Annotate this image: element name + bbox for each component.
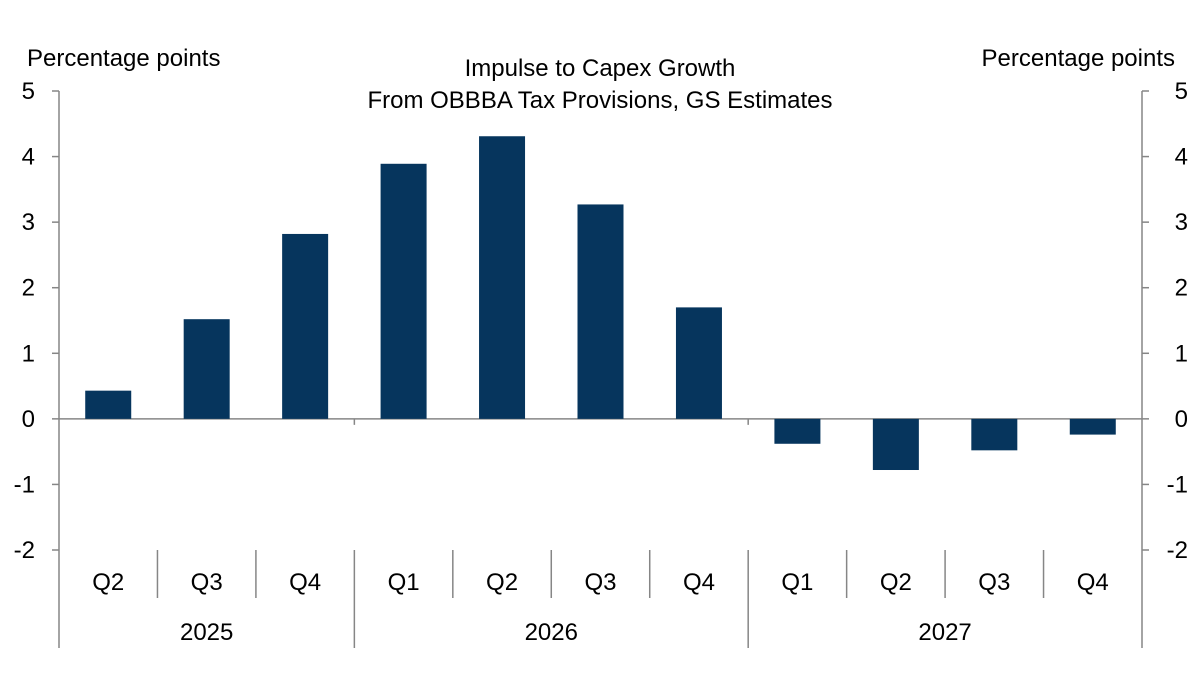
left-tick-label: 1 — [22, 340, 35, 367]
tick-labels: 5 5 4 4 3 3 2 2 1 1 0 0 -1 -1 -2 -2 Q2 Q3 Q4 Q1 Q2 Q3 Q4 Q1 Q2 Q3… — [14, 78, 1188, 646]
year-label: 2025 — [180, 619, 233, 646]
right-tick-label: 3 — [1175, 209, 1188, 236]
bars — [85, 136, 1116, 471]
left-tick-label: -2 — [14, 537, 35, 564]
left-axis-label: Percentage points — [27, 45, 220, 72]
category-label: Q4 — [683, 569, 715, 596]
bar — [183, 319, 230, 419]
bar — [971, 418, 1018, 451]
chart-title: Impulse to Capex Growth — [465, 55, 736, 82]
chart-subtitle: From OBBBA Tax Provisions, GS Estimates — [367, 87, 832, 114]
category-label: Q3 — [191, 569, 223, 596]
right-tick-label: -1 — [1167, 471, 1188, 498]
right-tick-label: 0 — [1175, 406, 1188, 433]
category-label: Q3 — [584, 569, 616, 596]
bar — [1069, 418, 1116, 435]
bar — [85, 390, 132, 419]
category-label: Q1 — [388, 569, 420, 596]
category-label: Q2 — [92, 569, 124, 596]
bar — [872, 418, 919, 471]
left-tick-label: 4 — [22, 144, 35, 171]
category-label: Q2 — [880, 569, 912, 596]
left-tick-label: 5 — [22, 78, 35, 105]
year-label: 2027 — [918, 619, 971, 646]
category-label: Q4 — [289, 569, 321, 596]
category-label: Q3 — [978, 569, 1010, 596]
category-label: Q4 — [1077, 569, 1109, 596]
right-tick-label: 1 — [1175, 340, 1188, 367]
axes — [52, 90, 1149, 648]
left-tick-label: 3 — [22, 209, 35, 236]
year-label: 2026 — [525, 619, 578, 646]
bar — [675, 307, 722, 419]
right-tick-label: 4 — [1175, 144, 1188, 171]
right-tick-label: 2 — [1175, 275, 1188, 302]
left-tick-label: 2 — [22, 275, 35, 302]
right-tick-label: 5 — [1175, 78, 1188, 105]
left-tick-label: -1 — [14, 471, 35, 498]
bar — [577, 204, 624, 419]
right-tick-label: -2 — [1167, 537, 1188, 564]
bar — [774, 418, 821, 444]
right-axis-label: Percentage points — [982, 45, 1175, 72]
bar — [479, 136, 526, 419]
left-tick-label: 0 — [22, 406, 35, 433]
category-label: Q1 — [781, 569, 813, 596]
bar — [380, 163, 427, 419]
category-label: Q2 — [486, 569, 518, 596]
bar — [282, 233, 329, 419]
